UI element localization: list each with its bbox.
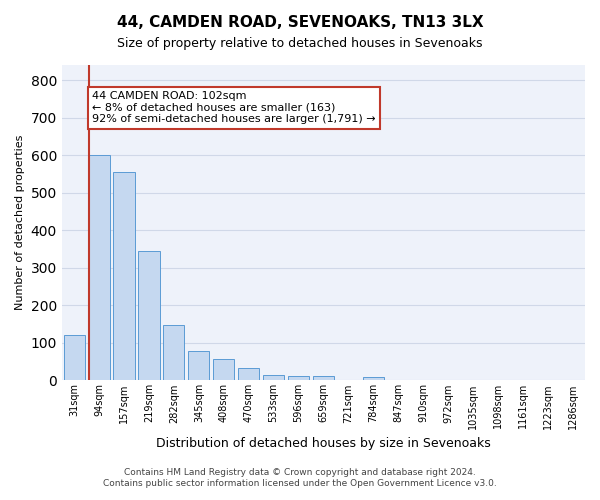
Bar (362, 376, 384, 380)
Y-axis label: Number of detached properties: Number of detached properties (15, 135, 25, 310)
Bar (213, 359, 235, 380)
Bar (313, 376, 334, 380)
Bar (113, 172, 134, 380)
Text: 44, CAMDEN ROAD, SEVENOAKS, TN13 3LX: 44, CAMDEN ROAD, SEVENOAKS, TN13 3LX (116, 15, 484, 30)
Bar (188, 351, 209, 380)
Bar (89, 155, 110, 380)
Text: 44 CAMDEN ROAD: 102sqm
← 8% of detached houses are smaller (163)
92% of semi-det: 44 CAMDEN ROAD: 102sqm ← 8% of detached … (92, 92, 376, 124)
X-axis label: Distribution of detached houses by size in Sevenoaks: Distribution of detached houses by size … (156, 437, 491, 450)
Bar (238, 368, 259, 380)
Bar (288, 376, 309, 380)
Bar (139, 251, 160, 380)
Bar (263, 375, 284, 380)
Bar (64, 336, 85, 380)
Bar (163, 325, 184, 380)
Text: Contains HM Land Registry data © Crown copyright and database right 2024.
Contai: Contains HM Land Registry data © Crown c… (103, 468, 497, 487)
Text: Size of property relative to detached houses in Sevenoaks: Size of property relative to detached ho… (117, 38, 483, 51)
